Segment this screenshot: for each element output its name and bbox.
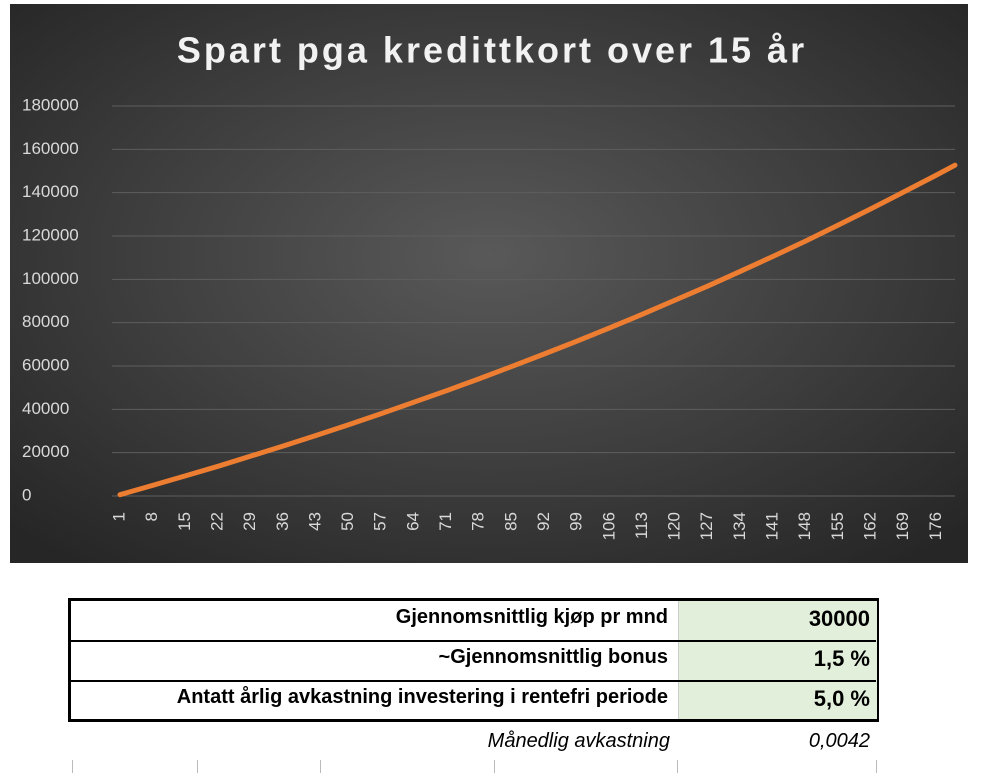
x-tick-label: 71: [436, 512, 455, 531]
x-tick-label: 176: [926, 512, 945, 540]
y-tick-label: 40000: [22, 399, 69, 418]
row-value: 30000: [808, 606, 870, 631]
cell-border: [320, 760, 321, 773]
x-tick-label: 64: [403, 512, 422, 531]
row-label: ~Gjennomsnittlig bonus: [438, 646, 668, 668]
table: [68, 598, 879, 722]
x-tick-label: 15: [175, 512, 194, 531]
x-tick-label: 148: [795, 512, 814, 540]
x-tick-label: 141: [763, 512, 782, 540]
y-tick-label: 20000: [22, 442, 69, 461]
y-tick-label: 0: [22, 485, 31, 504]
cell-border: [677, 760, 678, 773]
x-tick-label: 120: [665, 512, 684, 540]
y-tick-label: 120000: [22, 225, 79, 244]
row-value: 1,5 %: [813, 646, 870, 671]
chart: Spart pga kredittkort over 15 år 0 20000 4…: [10, 4, 968, 563]
x-tick-label: 36: [273, 512, 292, 531]
x-tick-label: 127: [697, 512, 716, 540]
x-tick-label: 57: [371, 512, 390, 531]
cell-border: [876, 760, 877, 773]
y-tick-label: 100000: [22, 269, 79, 288]
x-tick-label: 8: [142, 512, 161, 521]
row-value: 5,0 %: [813, 686, 870, 711]
y-tick-label: 60000: [22, 355, 69, 374]
row-label: Gjennomsnittlig kjøp pr mnd: [395, 606, 668, 628]
x-tick-label: 92: [534, 512, 553, 531]
footer-label: Månedlig avkastning: [487, 730, 670, 752]
cell-border: [197, 760, 198, 773]
x-tick-label: 43: [305, 512, 324, 531]
x-tick-label: 169: [893, 512, 912, 540]
x-tick-label: 85: [501, 512, 520, 531]
row-line: [71, 680, 876, 682]
x-tick-label: 134: [730, 512, 749, 540]
chart-background: [10, 4, 968, 563]
x-tick-label: 1: [109, 512, 128, 521]
footer-value: 0,0042: [808, 730, 870, 752]
x-tick-label: 99: [567, 512, 586, 531]
cell-border: [494, 760, 495, 773]
x-tick-label: 162: [861, 512, 880, 540]
x-tick-label: 113: [632, 512, 651, 539]
cell-border: [72, 760, 73, 773]
y-tick-label: 160000: [22, 139, 79, 158]
value-column: [678, 601, 877, 719]
chart-title: Spart pga kredittkort over 15 år: [177, 30, 807, 71]
x-tick-label: 22: [207, 512, 226, 531]
x-tick-label: 50: [338, 512, 357, 531]
y-tick-label: 140000: [22, 182, 79, 201]
y-tick-label: 180000: [22, 95, 79, 114]
x-tick-label: 106: [599, 512, 618, 540]
row-line: [71, 640, 876, 642]
x-tick-label: 78: [469, 512, 488, 531]
y-tick-label: 80000: [22, 312, 69, 331]
row-label: Antatt årlig avkastning investering i re…: [176, 686, 668, 708]
data-line: [117, 162, 958, 498]
x-tick-label: 29: [240, 512, 259, 531]
x-tick-label: 155: [828, 512, 847, 540]
